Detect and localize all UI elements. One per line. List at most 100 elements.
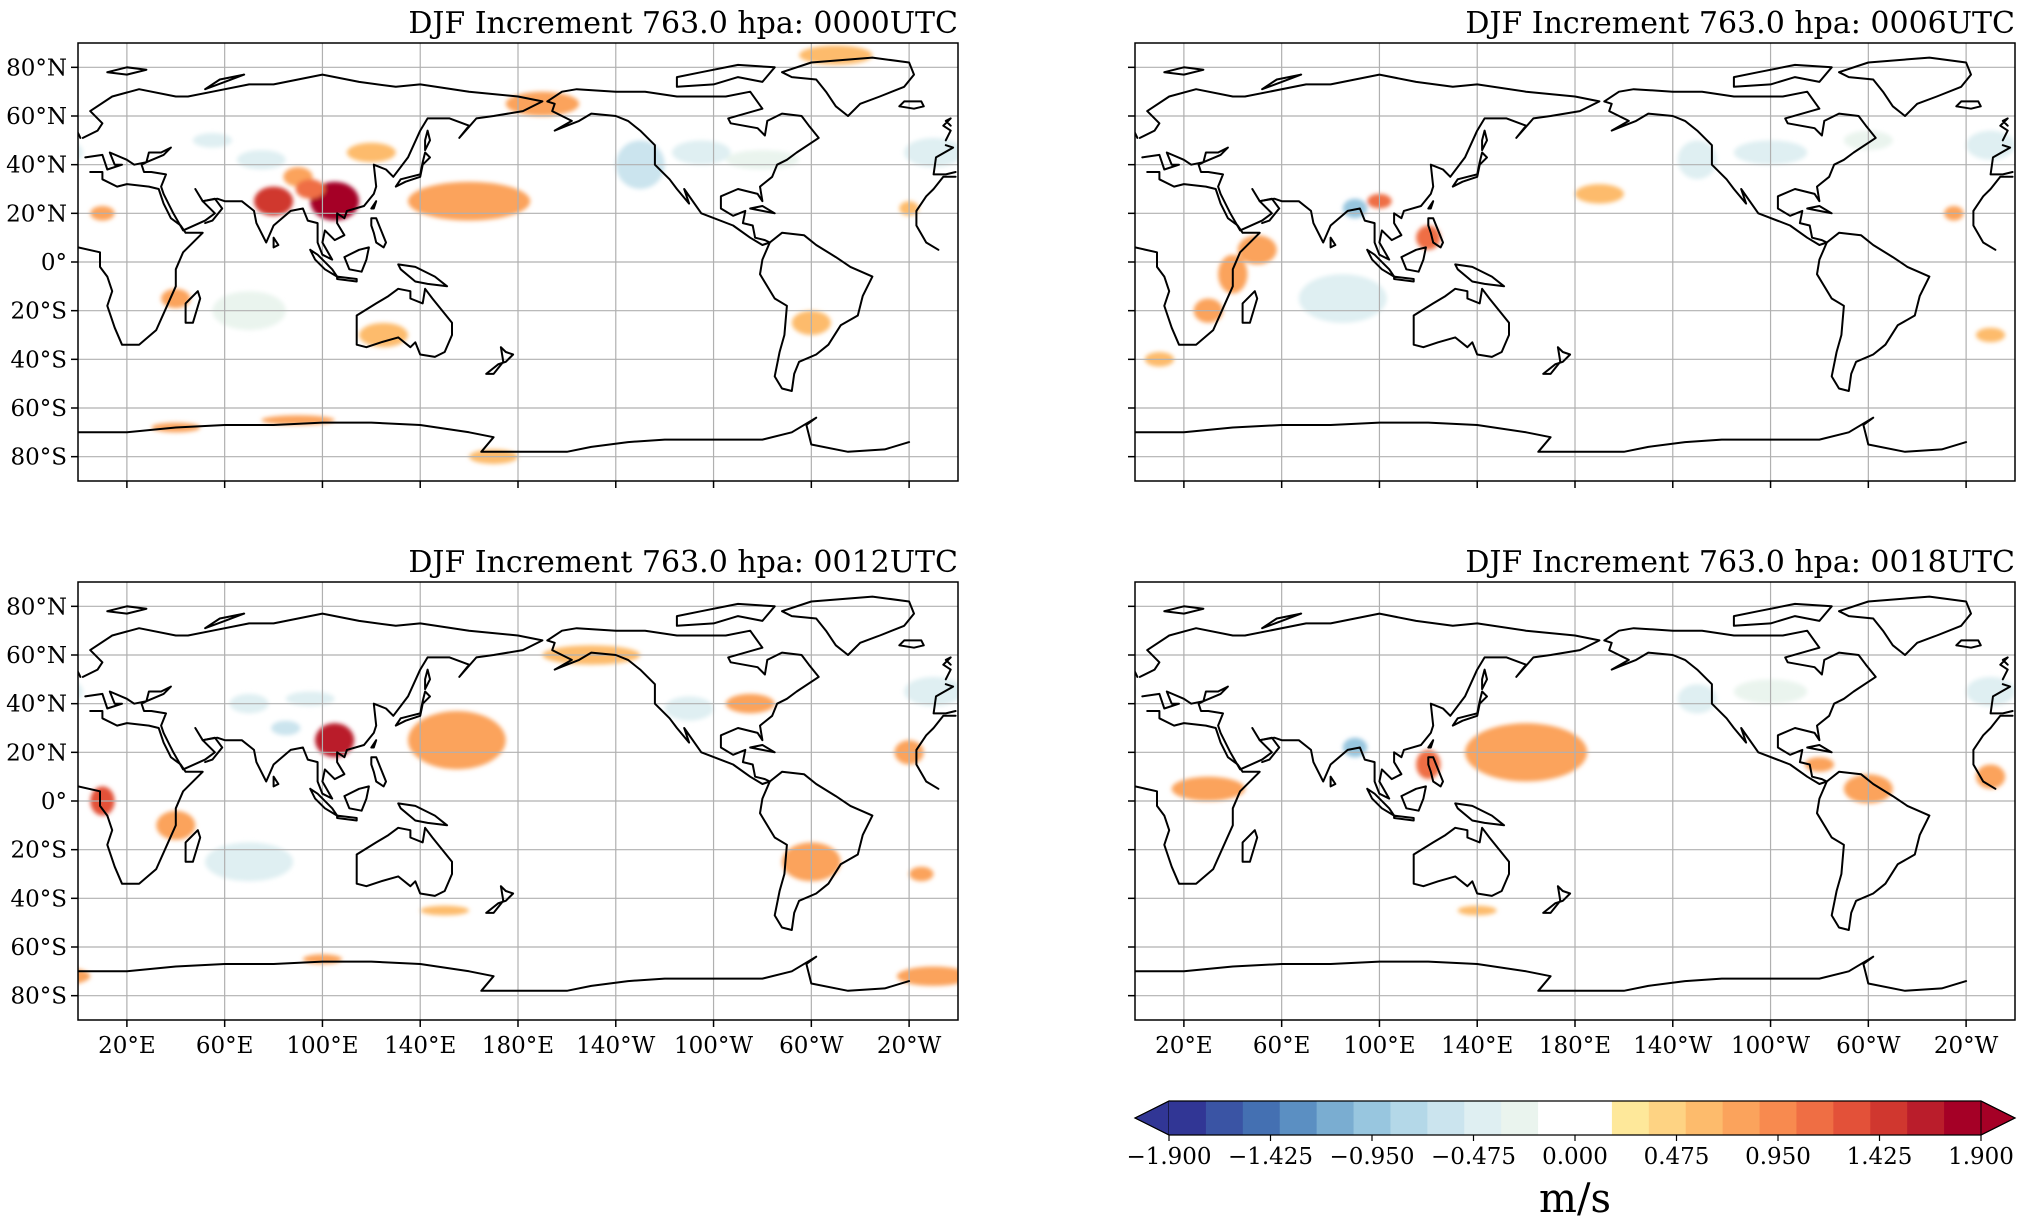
increment-contour [1171, 776, 1246, 801]
increment-contour [1575, 184, 1624, 204]
map-panel-2: DJF Increment 763.0 hpa: 0006UTC [1064, 6, 2016, 488]
lat-label: 20°S [10, 299, 67, 325]
lon-label: 60°W [779, 1033, 844, 1059]
increment-contour [1795, 813, 1844, 838]
increment-contour [1677, 140, 1717, 180]
coastline-svalbard [1163, 605, 1205, 615]
increment-contour [1489, 176, 1563, 202]
coastline-arabia_gulf [1251, 727, 1281, 764]
coastline-africa [1135, 171, 2014, 346]
increment-contour [1096, 765, 1125, 789]
coastline-philippines [370, 756, 387, 788]
coastline-sakhalin [424, 129, 431, 152]
coastline-eurasia [81, 612, 957, 800]
increment-contour [236, 150, 286, 170]
increment-contour [420, 905, 470, 916]
colorbar-segment [1353, 1101, 1392, 1135]
coastline-cuba [749, 744, 776, 754]
coastline-australia [355, 287, 453, 358]
colorbar-segment [1648, 1101, 1687, 1135]
coastline-sakhalin [1481, 129, 1488, 152]
panel-title: DJF Increment 763.0 hpa: 0018UTC [1465, 545, 2015, 580]
coastline-java [1393, 814, 1415, 822]
coastline-iceland [898, 100, 925, 110]
colorbar-segment [1316, 1101, 1355, 1135]
lat-label: 20°N [6, 740, 67, 766]
increment-contour [1819, 274, 1869, 299]
lon-label: 20°E [1155, 1033, 1213, 1059]
colorbar-segment [1501, 1101, 1539, 1135]
coastline-africa [1135, 710, 2014, 885]
lat-label: 20°S [10, 838, 67, 864]
lat-label: 60°N [6, 643, 67, 669]
increment-contour [970, 206, 994, 221]
colorbar-segment [1870, 1101, 1908, 1135]
lon-label: 20°W [877, 1033, 942, 1059]
coastline-svalbard [106, 605, 148, 615]
coastline-arabia_gulf [1251, 188, 1281, 225]
coastline-australia [1412, 287, 1510, 358]
increment-contour [1975, 327, 2006, 343]
coastline-eurasia [1138, 612, 2014, 800]
coastline-nz [485, 346, 515, 375]
increment-contour [1036, 811, 1075, 840]
colorbar-tick-label: 1.425 [1847, 1144, 1913, 1170]
colorbar-segment [1390, 1101, 1428, 1135]
increment-contour [205, 842, 294, 882]
increment-contour [664, 696, 714, 721]
increment-contour [1073, 133, 1112, 148]
increment-contour [29, 867, 53, 882]
coastline-png [397, 802, 449, 827]
coastline-japan [394, 690, 431, 727]
panel-title: DJF Increment 763.0 hpa: 0000UTC [408, 6, 958, 41]
coastline-taiwan [1427, 200, 1435, 210]
coastline-novaya [204, 612, 246, 630]
lat-label: 60°S [10, 935, 67, 961]
increment-contour [1031, 423, 1080, 433]
coastline-nz [1542, 346, 1572, 375]
lat-label: 60°N [6, 104, 67, 130]
increment-contour [848, 235, 922, 265]
coastline-novaya [204, 73, 246, 91]
increment-contour [1064, 206, 1084, 221]
coastline-sakhalin [424, 668, 431, 691]
colorbar-segment [1907, 1101, 1945, 1135]
coastline-southamerica [1816, 231, 1931, 392]
colorbar-segment [1279, 1101, 1318, 1135]
colorbar-segment [1205, 1101, 1244, 1135]
coastline-antarctica [78, 416, 911, 453]
increment-contour [896, 966, 958, 986]
coastline-japan [1451, 151, 1488, 188]
coastline-arctic_islands [675, 602, 776, 627]
coastline-madagascar [184, 829, 202, 863]
coastline-arctic_islands [675, 63, 776, 88]
coastline-northamerica [1603, 627, 1877, 785]
coastline-japan [394, 151, 431, 188]
coastline-madagascar [1241, 290, 1259, 324]
lat-label: 40°S [10, 886, 67, 912]
increment-contour [904, 137, 958, 168]
coastline-png [397, 263, 449, 288]
coastline-svalbard [1163, 66, 1205, 76]
colorbar-extend-low [1133, 1100, 1170, 1136]
increment-contour [1041, 289, 1070, 308]
colorbar-tick-label: −0.475 [1431, 1144, 1516, 1170]
increment-contour [964, 774, 1013, 803]
map-panel-3: DJF Increment 763.0 hpa: 0012UTC 80°N 60°N… [6, 545, 1075, 1059]
lon-label: 180°E [1539, 1033, 1611, 1059]
increment-contour [78, 144, 83, 161]
lon-label: 20°E [98, 1033, 156, 1059]
lon-label: 20°W [1934, 1033, 1999, 1059]
lon-label: 140°W [576, 1033, 655, 1059]
colorbar-segment [1759, 1101, 1798, 1135]
increment-contour [970, 786, 994, 815]
lat-label: 80°S [10, 984, 67, 1010]
coastline-philippines [1427, 756, 1444, 788]
panel-title: DJF Increment 763.0 hpa: 0012UTC [408, 545, 958, 580]
lon-label: 140°W [1633, 1033, 1712, 1059]
increment-contour [78, 683, 83, 700]
coastline-png [1454, 263, 1506, 288]
coastline-arctic_islands [1732, 63, 1833, 88]
increment-contour [1237, 235, 1277, 265]
